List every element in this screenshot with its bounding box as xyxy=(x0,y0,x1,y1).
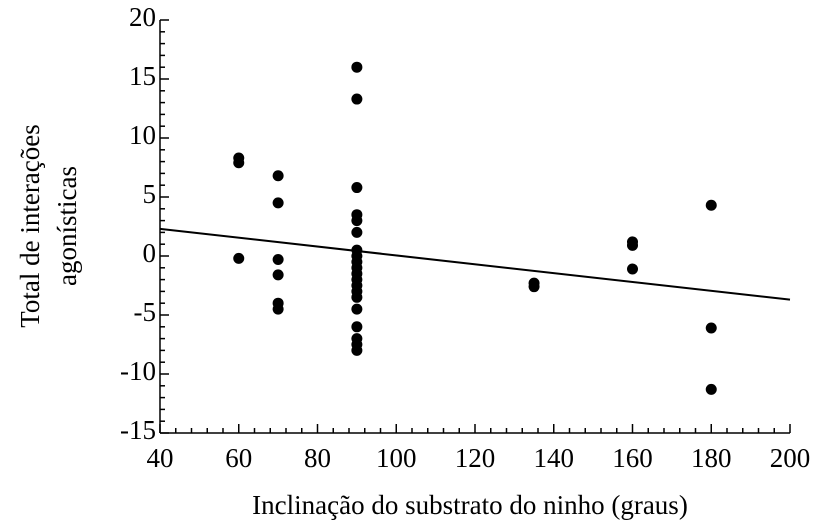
x-tick-label: 120 xyxy=(455,443,496,473)
x-tick-label: 100 xyxy=(376,443,417,473)
point xyxy=(351,61,363,73)
y-tick-label: -5 xyxy=(134,297,157,327)
point xyxy=(627,239,638,251)
y-tick-label: 0 xyxy=(143,238,157,268)
point xyxy=(351,321,363,333)
point xyxy=(627,263,638,275)
x-tick-label: 140 xyxy=(534,443,575,473)
point xyxy=(528,281,540,293)
x-tick-label: 60 xyxy=(225,443,252,473)
x-tick-label: 200 xyxy=(770,443,811,473)
y-tick-label: 15 xyxy=(129,61,156,91)
point xyxy=(705,383,717,395)
point xyxy=(272,303,284,315)
point xyxy=(233,157,245,169)
point xyxy=(351,93,363,105)
y-axis-label: Total de interações xyxy=(15,124,45,328)
y-axis-label: agonísticas xyxy=(52,166,82,286)
y-tick-label: 10 xyxy=(129,120,156,150)
point xyxy=(351,215,363,227)
point xyxy=(351,303,363,315)
point xyxy=(351,226,363,238)
point xyxy=(351,182,363,194)
x-tick-label: 80 xyxy=(304,443,331,473)
y-tick-label: -15 xyxy=(120,415,156,445)
point xyxy=(351,291,363,303)
point xyxy=(705,199,717,211)
point xyxy=(272,197,284,209)
point xyxy=(272,254,284,266)
point xyxy=(233,252,245,264)
point xyxy=(272,170,284,182)
point xyxy=(705,322,717,334)
y-tick-label: -10 xyxy=(120,356,156,386)
trend-line xyxy=(159,227,791,301)
point xyxy=(272,269,284,281)
y-tick-label: 5 xyxy=(143,179,157,209)
x-tick-label: 160 xyxy=(612,443,653,473)
point xyxy=(351,344,363,356)
x-axis-label: Inclinação do substrato do ninho (graus) xyxy=(252,490,688,520)
x-tick-label: 40 xyxy=(147,443,174,473)
y-tick-label: 20 xyxy=(129,2,156,32)
x-tick-label: 180 xyxy=(691,443,732,473)
